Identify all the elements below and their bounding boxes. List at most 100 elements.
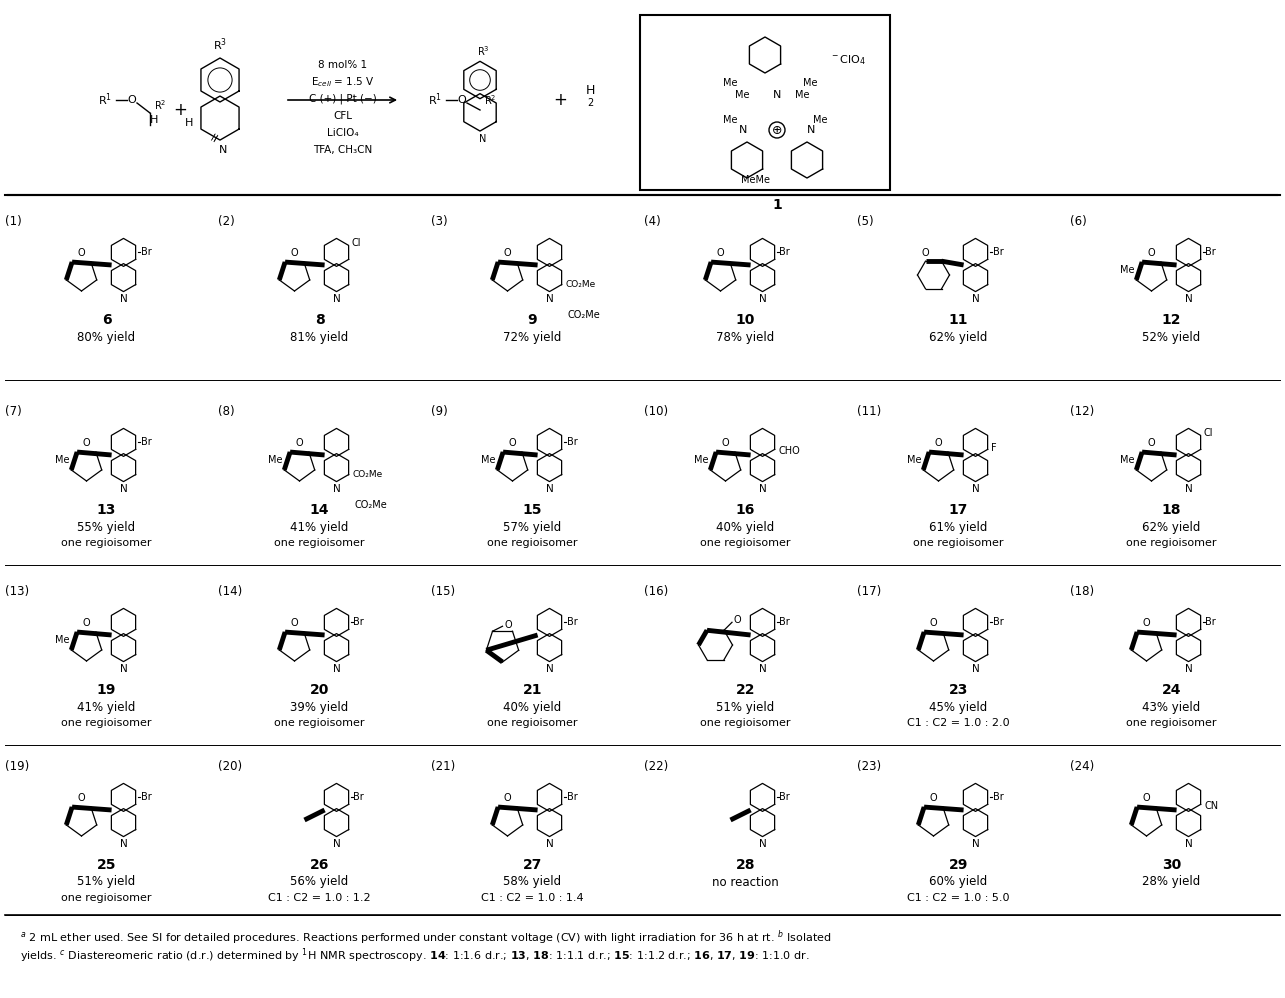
Text: (21): (21): [430, 760, 455, 773]
Text: 40% yield: 40% yield: [504, 701, 562, 714]
Text: N: N: [807, 125, 816, 135]
Text: 29: 29: [948, 858, 968, 872]
Text: (20): (20): [218, 760, 242, 773]
Text: 23: 23: [948, 683, 968, 697]
Text: E$_{cell}$ = 1.5 V: E$_{cell}$ = 1.5 V: [311, 75, 374, 89]
Text: (14): (14): [218, 585, 243, 598]
Text: 1: 1: [772, 198, 781, 212]
Text: (22): (22): [644, 760, 668, 773]
Text: N: N: [218, 145, 227, 155]
Text: one regioisomer: one regioisomer: [487, 538, 578, 548]
Text: 41% yield: 41% yield: [290, 521, 348, 534]
Text: Me: Me: [481, 455, 496, 465]
Text: Br: Br: [140, 248, 152, 257]
Text: Me: Me: [269, 455, 283, 465]
Text: Me: Me: [722, 78, 738, 88]
Text: 52% yield: 52% yield: [1142, 330, 1200, 343]
Text: O: O: [504, 793, 511, 803]
Text: Me: Me: [735, 90, 750, 100]
Text: 57% yield: 57% yield: [504, 521, 562, 534]
Text: O: O: [934, 438, 942, 448]
Text: 61% yield: 61% yield: [929, 521, 988, 534]
Text: N: N: [120, 293, 127, 303]
Text: (17): (17): [857, 585, 882, 598]
Text: one regioisomer: one regioisomer: [700, 538, 790, 548]
Text: R$^1$: R$^1$: [428, 92, 442, 109]
Text: O: O: [921, 248, 929, 258]
Text: 62% yield: 62% yield: [929, 330, 988, 343]
Text: 62% yield: 62% yield: [1142, 521, 1200, 534]
Text: LiClO₄: LiClO₄: [326, 128, 359, 138]
Text: O: O: [929, 793, 937, 803]
Text: (2): (2): [218, 215, 235, 228]
Text: N: N: [546, 293, 554, 303]
Text: N: N: [333, 838, 341, 848]
Text: Br: Br: [567, 437, 577, 447]
Text: N: N: [546, 838, 554, 848]
Text: N: N: [758, 293, 766, 303]
Text: one regioisomer: one regioisomer: [274, 718, 365, 728]
Text: R$^2$: R$^2$: [484, 93, 496, 107]
Text: 6: 6: [102, 313, 112, 327]
Text: CN: CN: [1204, 800, 1218, 810]
Text: N: N: [546, 484, 554, 494]
Text: O: O: [77, 793, 85, 803]
Text: =: =: [207, 129, 224, 145]
Text: +: +: [553, 91, 567, 109]
Text: Me: Me: [694, 455, 708, 465]
Text: 26: 26: [310, 858, 329, 872]
Text: Br: Br: [567, 618, 577, 628]
Text: 2: 2: [587, 98, 594, 108]
Text: Me: Me: [795, 90, 810, 100]
Text: H: H: [585, 84, 595, 97]
Text: one regioisomer: one regioisomer: [914, 538, 1004, 548]
Text: $^-$ClO$_4$: $^-$ClO$_4$: [830, 53, 866, 67]
Text: (8): (8): [218, 405, 235, 418]
Text: (11): (11): [857, 405, 882, 418]
Text: Br: Br: [992, 792, 1004, 802]
Text: 8 mol% 1: 8 mol% 1: [317, 60, 368, 70]
Text: ⊕: ⊕: [772, 124, 783, 137]
Text: Me: Me: [1121, 455, 1135, 465]
Text: Cl: Cl: [1204, 427, 1213, 437]
Text: (10): (10): [644, 405, 668, 418]
Text: O: O: [82, 618, 90, 628]
Text: 60% yield: 60% yield: [929, 875, 988, 888]
Text: Br: Br: [353, 792, 364, 802]
Text: 58% yield: 58% yield: [504, 875, 562, 888]
Text: 17: 17: [948, 503, 968, 517]
Text: Br: Br: [992, 248, 1004, 257]
Text: N: N: [333, 293, 341, 303]
Text: 72% yield: 72% yield: [504, 330, 562, 343]
Text: H: H: [185, 118, 193, 128]
Text: 39% yield: 39% yield: [290, 701, 348, 714]
Text: CHO: CHO: [779, 446, 801, 456]
Text: $^a$ 2 mL ether used. See SI for detailed procedures. Reactions performed under : $^a$ 2 mL ether used. See SI for detaile…: [21, 928, 831, 946]
Text: 28: 28: [736, 858, 756, 872]
Text: N: N: [546, 664, 554, 674]
Text: 51% yield: 51% yield: [77, 875, 136, 888]
Text: (13): (13): [5, 585, 30, 598]
Text: C1 : C2 = 1.0 : 1.2: C1 : C2 = 1.0 : 1.2: [269, 893, 371, 903]
Text: 19: 19: [96, 683, 116, 697]
Text: 41% yield: 41% yield: [77, 701, 136, 714]
Text: (3): (3): [430, 215, 447, 228]
Text: O: O: [504, 248, 511, 258]
Text: 13: 13: [96, 503, 116, 517]
Text: 28% yield: 28% yield: [1142, 875, 1200, 888]
Text: C1 : C2 = 1.0 : 1.4: C1 : C2 = 1.0 : 1.4: [481, 893, 583, 903]
Text: one regioisomer: one regioisomer: [62, 538, 152, 548]
Text: one regioisomer: one regioisomer: [274, 538, 365, 548]
Text: N: N: [971, 664, 979, 674]
Text: one regioisomer: one regioisomer: [700, 718, 790, 728]
Text: N: N: [120, 484, 127, 494]
Text: +: +: [173, 101, 186, 119]
Text: Br: Br: [567, 792, 577, 802]
Text: N: N: [1185, 484, 1192, 494]
Text: N: N: [333, 484, 341, 494]
Text: R$^3$: R$^3$: [213, 36, 227, 53]
Text: N: N: [971, 838, 979, 848]
Text: 14: 14: [310, 503, 329, 517]
Text: yields. $^c$ Diastereomeric ratio (d.r.) determined by $^1$H NMR spectroscopy. $: yields. $^c$ Diastereomeric ratio (d.r.)…: [21, 946, 810, 965]
Text: N: N: [739, 125, 747, 135]
